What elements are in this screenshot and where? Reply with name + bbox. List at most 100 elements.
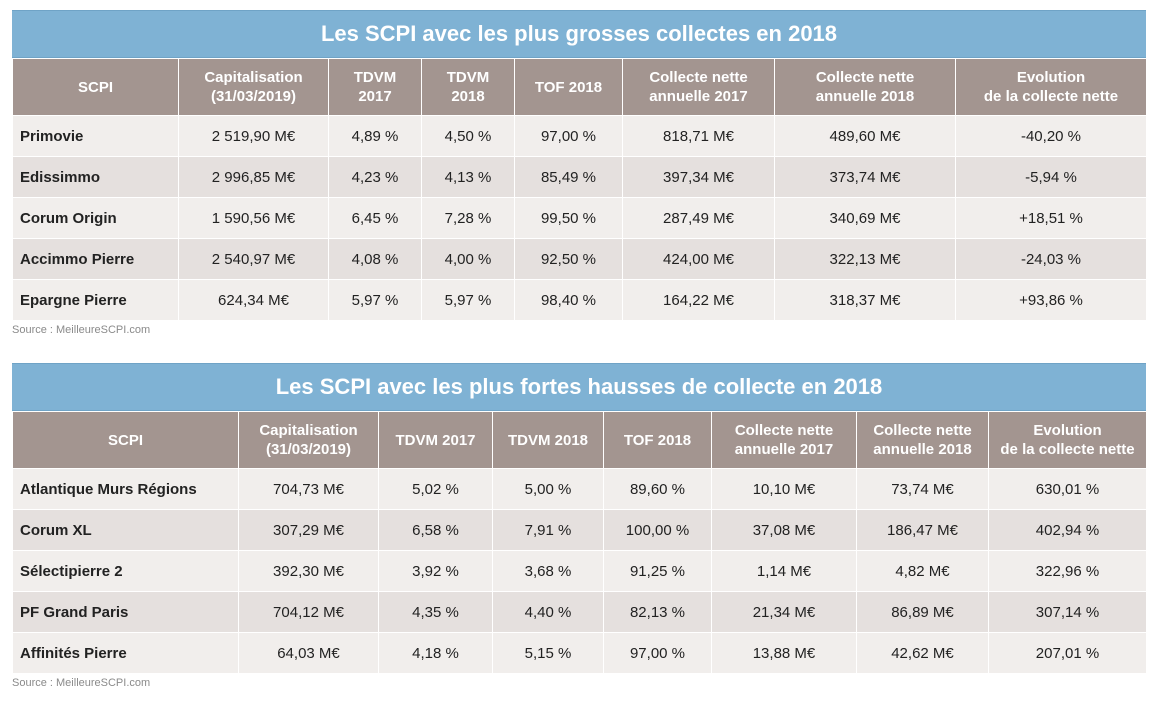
scpi-name-cell: Atlantique Murs Régions [12,468,239,510]
table-row: PF Grand Paris 704,12 M€ 4,35 % 4,40 % 8… [12,591,1147,633]
collecte-2018-cell: 86,89 M€ [856,591,989,633]
collecte-2018-cell: 340,69 M€ [774,197,956,239]
table2-header-scpi: SCPI [12,411,239,469]
scpi-name-cell: Affinités Pierre [12,632,239,674]
scpi-name-cell: PF Grand Paris [12,591,239,633]
tdvm-2018-cell: 4,00 % [421,238,515,280]
collecte-2018-cell: 4,82 M€ [856,550,989,592]
tdvm-2017-cell: 4,35 % [378,591,493,633]
table1: SCPI Capitalisation (31/03/2019) TDVM 2017… [12,58,1147,321]
collecte-2018-cell: 322,13 M€ [774,238,956,280]
tdvm-2018-cell: 4,50 % [421,115,515,157]
table1-title: Les SCPI avec les plus grosses collectes… [12,10,1146,58]
table2-header-collecte-2017: Collecte nette annuelle 2017 [711,411,857,469]
table2-header-tof-2018: TOF 2018 [603,411,712,469]
table1-source: Source : MeilleureSCPI.com [12,324,151,336]
tof-2018-cell: 99,50 % [514,197,623,239]
table2-header-collecte-2018: Collecte nette annuelle 2018 [856,411,989,469]
table1-section: Les SCPI avec les plus grosses collectes… [12,10,1147,337]
scpi-name-cell: Primovie [12,115,179,157]
table-row: Corum XL 307,29 M€ 6,58 % 7,91 % 100,00 … [12,509,1147,551]
collecte-2017-cell: 424,00 M€ [622,238,775,280]
collecte-2017-cell: 287,49 M€ [622,197,775,239]
scpi-name-cell: Sélectipierre 2 [12,550,239,592]
capitalisation-cell: 1 590,56 M€ [178,197,329,239]
collecte-2018-cell: 42,62 M€ [856,632,989,674]
scpi-name-cell: Corum XL [12,509,239,551]
collecte-2017-cell: 164,22 M€ [622,279,775,321]
evolution-cell: 630,01 % [988,468,1147,510]
collecte-2017-cell: 10,10 M€ [711,468,857,510]
tof-2018-cell: 85,49 % [514,156,623,198]
scpi-name-cell: Epargne Pierre [12,279,179,321]
table2-header-row: SCPI Capitalisation (31/03/2019) TDVM 201… [12,411,1147,469]
tof-2018-cell: 100,00 % [603,509,712,551]
capitalisation-cell: 2 996,85 M€ [178,156,329,198]
table2-header-tdvm-2018: TDVM 2018 [492,411,604,469]
tdvm-2017-cell: 6,45 % [328,197,422,239]
tdvm-2017-cell: 4,23 % [328,156,422,198]
table1-header-capitalisation: Capitalisation (31/03/2019) [178,58,329,116]
tdvm-2017-cell: 4,18 % [378,632,493,674]
tdvm-2017-cell: 5,02 % [378,468,493,510]
tof-2018-cell: 97,00 % [603,632,712,674]
table-row: Primovie 2 519,90 M€ 4,89 % 4,50 % 97,00… [12,115,1147,157]
table2-source: Source : MeilleureSCPI.com [12,677,151,689]
tdvm-2018-cell: 7,28 % [421,197,515,239]
collecte-2018-cell: 373,74 M€ [774,156,956,198]
table2-header-evolution: Evolution de la collecte nette [988,411,1147,469]
table1-header-collecte-2017: Collecte nette annuelle 2017 [622,58,775,116]
table-row: Atlantique Murs Régions 704,73 M€ 5,02 %… [12,468,1147,510]
collecte-2017-cell: 21,34 M€ [711,591,857,633]
capitalisation-cell: 392,30 M€ [238,550,379,592]
evolution-cell: +93,86 % [955,279,1147,321]
evolution-cell: 207,01 % [988,632,1147,674]
tdvm-2018-cell: 5,00 % [492,468,604,510]
collecte-2017-cell: 397,34 M€ [622,156,775,198]
table1-header-row: SCPI Capitalisation (31/03/2019) TDVM 2017… [12,58,1147,116]
table-row: Accimmo Pierre 2 540,97 M€ 4,08 % 4,00 %… [12,238,1147,280]
table1-header-scpi: SCPI [12,58,179,116]
tdvm-2018-cell: 5,97 % [421,279,515,321]
evolution-cell: 322,96 % [988,550,1147,592]
table2-section: Les SCPI avec les plus fortes hausses de… [12,363,1147,690]
evolution-cell: 307,14 % [988,591,1147,633]
collecte-2017-cell: 37,08 M€ [711,509,857,551]
evolution-cell: -5,94 % [955,156,1147,198]
table2-header-capitalisation: Capitalisation (31/03/2019) [238,411,379,469]
tof-2018-cell: 89,60 % [603,468,712,510]
collecte-2018-cell: 318,37 M€ [774,279,956,321]
tdvm-2018-cell: 5,15 % [492,632,604,674]
scpi-name-cell: Corum Origin [12,197,179,239]
tdvm-2018-cell: 7,91 % [492,509,604,551]
capitalisation-cell: 2 519,90 M€ [178,115,329,157]
collecte-2018-cell: 73,74 M€ [856,468,989,510]
table1-header-evolution: Evolution de la collecte nette [955,58,1147,116]
tof-2018-cell: 98,40 % [514,279,623,321]
evolution-cell: +18,51 % [955,197,1147,239]
tof-2018-cell: 97,00 % [514,115,623,157]
capitalisation-cell: 2 540,97 M€ [178,238,329,280]
collecte-2017-cell: 13,88 M€ [711,632,857,674]
table-row: Edissimmo 2 996,85 M€ 4,23 % 4,13 % 85,4… [12,156,1147,198]
tof-2018-cell: 82,13 % [603,591,712,633]
evolution-cell: -40,20 % [955,115,1147,157]
table1-header-collecte-2018: Collecte nette annuelle 2018 [774,58,956,116]
table2: SCPI Capitalisation (31/03/2019) TDVM 201… [12,411,1147,674]
collecte-2018-cell: 489,60 M€ [774,115,956,157]
tof-2018-cell: 92,50 % [514,238,623,280]
tdvm-2017-cell: 4,89 % [328,115,422,157]
tdvm-2017-cell: 5,97 % [328,279,422,321]
collecte-2018-cell: 186,47 M€ [856,509,989,551]
table1-header-tof-2018: TOF 2018 [514,58,623,116]
tdvm-2018-cell: 4,40 % [492,591,604,633]
tdvm-2018-cell: 3,68 % [492,550,604,592]
capitalisation-cell: 704,12 M€ [238,591,379,633]
tof-2018-cell: 91,25 % [603,550,712,592]
tdvm-2017-cell: 6,58 % [378,509,493,551]
capitalisation-cell: 307,29 M€ [238,509,379,551]
scpi-name-cell: Accimmo Pierre [12,238,179,280]
scpi-name-cell: Edissimmo [12,156,179,198]
collecte-2017-cell: 818,71 M€ [622,115,775,157]
capitalisation-cell: 624,34 M€ [178,279,329,321]
